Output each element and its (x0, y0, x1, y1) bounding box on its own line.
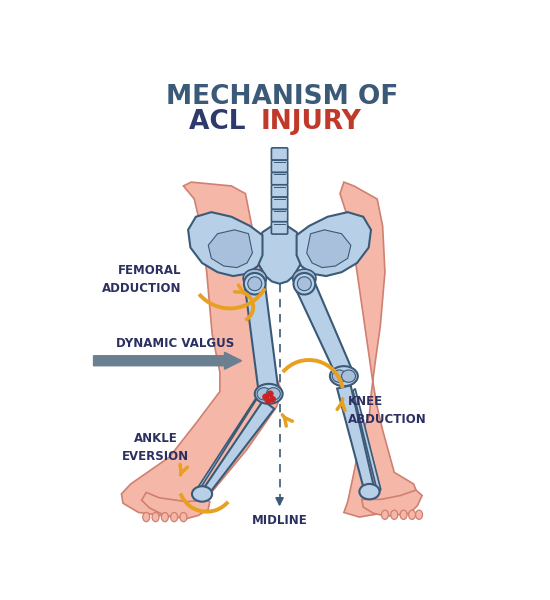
FancyBboxPatch shape (271, 222, 288, 234)
Ellipse shape (400, 510, 407, 520)
Polygon shape (337, 385, 375, 495)
Ellipse shape (359, 484, 380, 499)
Polygon shape (188, 212, 262, 276)
FancyBboxPatch shape (271, 209, 288, 222)
FancyArrow shape (94, 352, 241, 369)
Polygon shape (208, 230, 252, 268)
Ellipse shape (248, 277, 262, 290)
Ellipse shape (255, 384, 283, 404)
Text: MIDLINE: MIDLINE (252, 514, 307, 527)
Ellipse shape (342, 370, 355, 382)
Polygon shape (197, 401, 274, 497)
Ellipse shape (298, 277, 311, 290)
Ellipse shape (152, 512, 159, 521)
Text: DYNAMIC VALGUS: DYNAMIC VALGUS (116, 337, 234, 350)
Ellipse shape (244, 273, 266, 295)
Text: FEMORAL
ADDUCTION: FEMORAL ADDUCTION (102, 265, 181, 295)
Polygon shape (256, 224, 303, 284)
Text: KNEE
ABDUCTION: KNEE ABDUCTION (348, 395, 426, 426)
Ellipse shape (170, 512, 178, 521)
Polygon shape (141, 493, 210, 518)
FancyBboxPatch shape (271, 172, 288, 185)
Ellipse shape (257, 388, 271, 400)
FancyBboxPatch shape (271, 185, 288, 197)
Ellipse shape (266, 388, 280, 400)
Ellipse shape (143, 512, 150, 521)
Polygon shape (295, 280, 353, 380)
FancyBboxPatch shape (271, 197, 288, 209)
Ellipse shape (192, 486, 212, 502)
Polygon shape (296, 212, 371, 276)
Polygon shape (362, 490, 422, 516)
Polygon shape (307, 230, 351, 268)
Text: ACL: ACL (189, 109, 255, 135)
Text: MECHANISM OF: MECHANISM OF (166, 83, 398, 110)
Ellipse shape (294, 273, 315, 295)
Ellipse shape (161, 512, 168, 521)
Ellipse shape (248, 273, 262, 284)
Polygon shape (353, 389, 381, 494)
Ellipse shape (243, 269, 266, 287)
Ellipse shape (180, 512, 187, 521)
Polygon shape (122, 182, 282, 517)
FancyBboxPatch shape (271, 148, 288, 160)
Circle shape (270, 397, 276, 402)
Polygon shape (192, 397, 258, 496)
Polygon shape (245, 283, 279, 398)
Circle shape (267, 391, 273, 397)
Circle shape (265, 398, 271, 403)
Text: ANKLE
EVERSION: ANKLE EVERSION (122, 432, 189, 463)
Ellipse shape (416, 510, 422, 520)
FancyBboxPatch shape (271, 160, 288, 172)
Circle shape (263, 394, 268, 400)
Ellipse shape (293, 269, 316, 287)
Polygon shape (340, 182, 417, 517)
Ellipse shape (390, 510, 398, 520)
Ellipse shape (298, 273, 311, 284)
Ellipse shape (382, 510, 388, 520)
Ellipse shape (330, 366, 358, 386)
Text: INJURY: INJURY (261, 109, 362, 135)
Ellipse shape (409, 510, 416, 520)
Ellipse shape (332, 370, 346, 382)
